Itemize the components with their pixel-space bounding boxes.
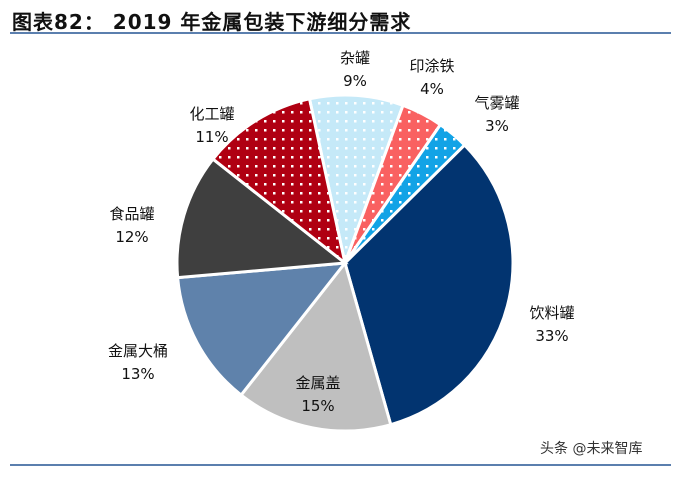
pie-slice-pattern-2: [345, 105, 441, 263]
slice-category-label: 饮料罐: [529, 304, 574, 322]
slice-value-label: 12%: [115, 228, 148, 246]
slice-value-label: 11%: [195, 128, 228, 146]
slice-value-label: 15%: [301, 397, 334, 415]
pie-slice-4: [343, 142, 515, 427]
bottom-divider: [10, 464, 671, 466]
slice-value-label: 13%: [121, 365, 154, 383]
watermark: 头条 @未来智库: [540, 441, 643, 457]
pie-slice-7: [175, 157, 349, 280]
slice-category-label: 金属大桶: [108, 342, 168, 360]
pie-slice-5: [239, 259, 393, 433]
figure-title: 图表82： 2019 年金属包装下游细分需求: [12, 10, 412, 34]
slice-category-label: 食品罐: [109, 205, 154, 223]
slice-category-label: 印涂铁: [409, 57, 454, 75]
slice-category-label: 气雾罐: [474, 94, 519, 112]
slice-value-label: 3%: [485, 117, 509, 135]
slice-value-label: 4%: [420, 80, 444, 98]
pie-slice-6: [176, 261, 349, 398]
slice-category-label: 化工罐: [189, 105, 234, 123]
slice-category-label: 杂罐: [340, 49, 370, 67]
pie-slice-pattern-8: [212, 98, 345, 263]
slice-value-label: 33%: [535, 327, 568, 345]
slice-value-label: 9%: [343, 72, 367, 90]
pie-slice-pattern-1: [309, 95, 404, 263]
title-divider: [10, 32, 671, 34]
slice-category-label: 金属盖: [295, 374, 340, 392]
pie-slice-pattern-3: [345, 124, 465, 263]
